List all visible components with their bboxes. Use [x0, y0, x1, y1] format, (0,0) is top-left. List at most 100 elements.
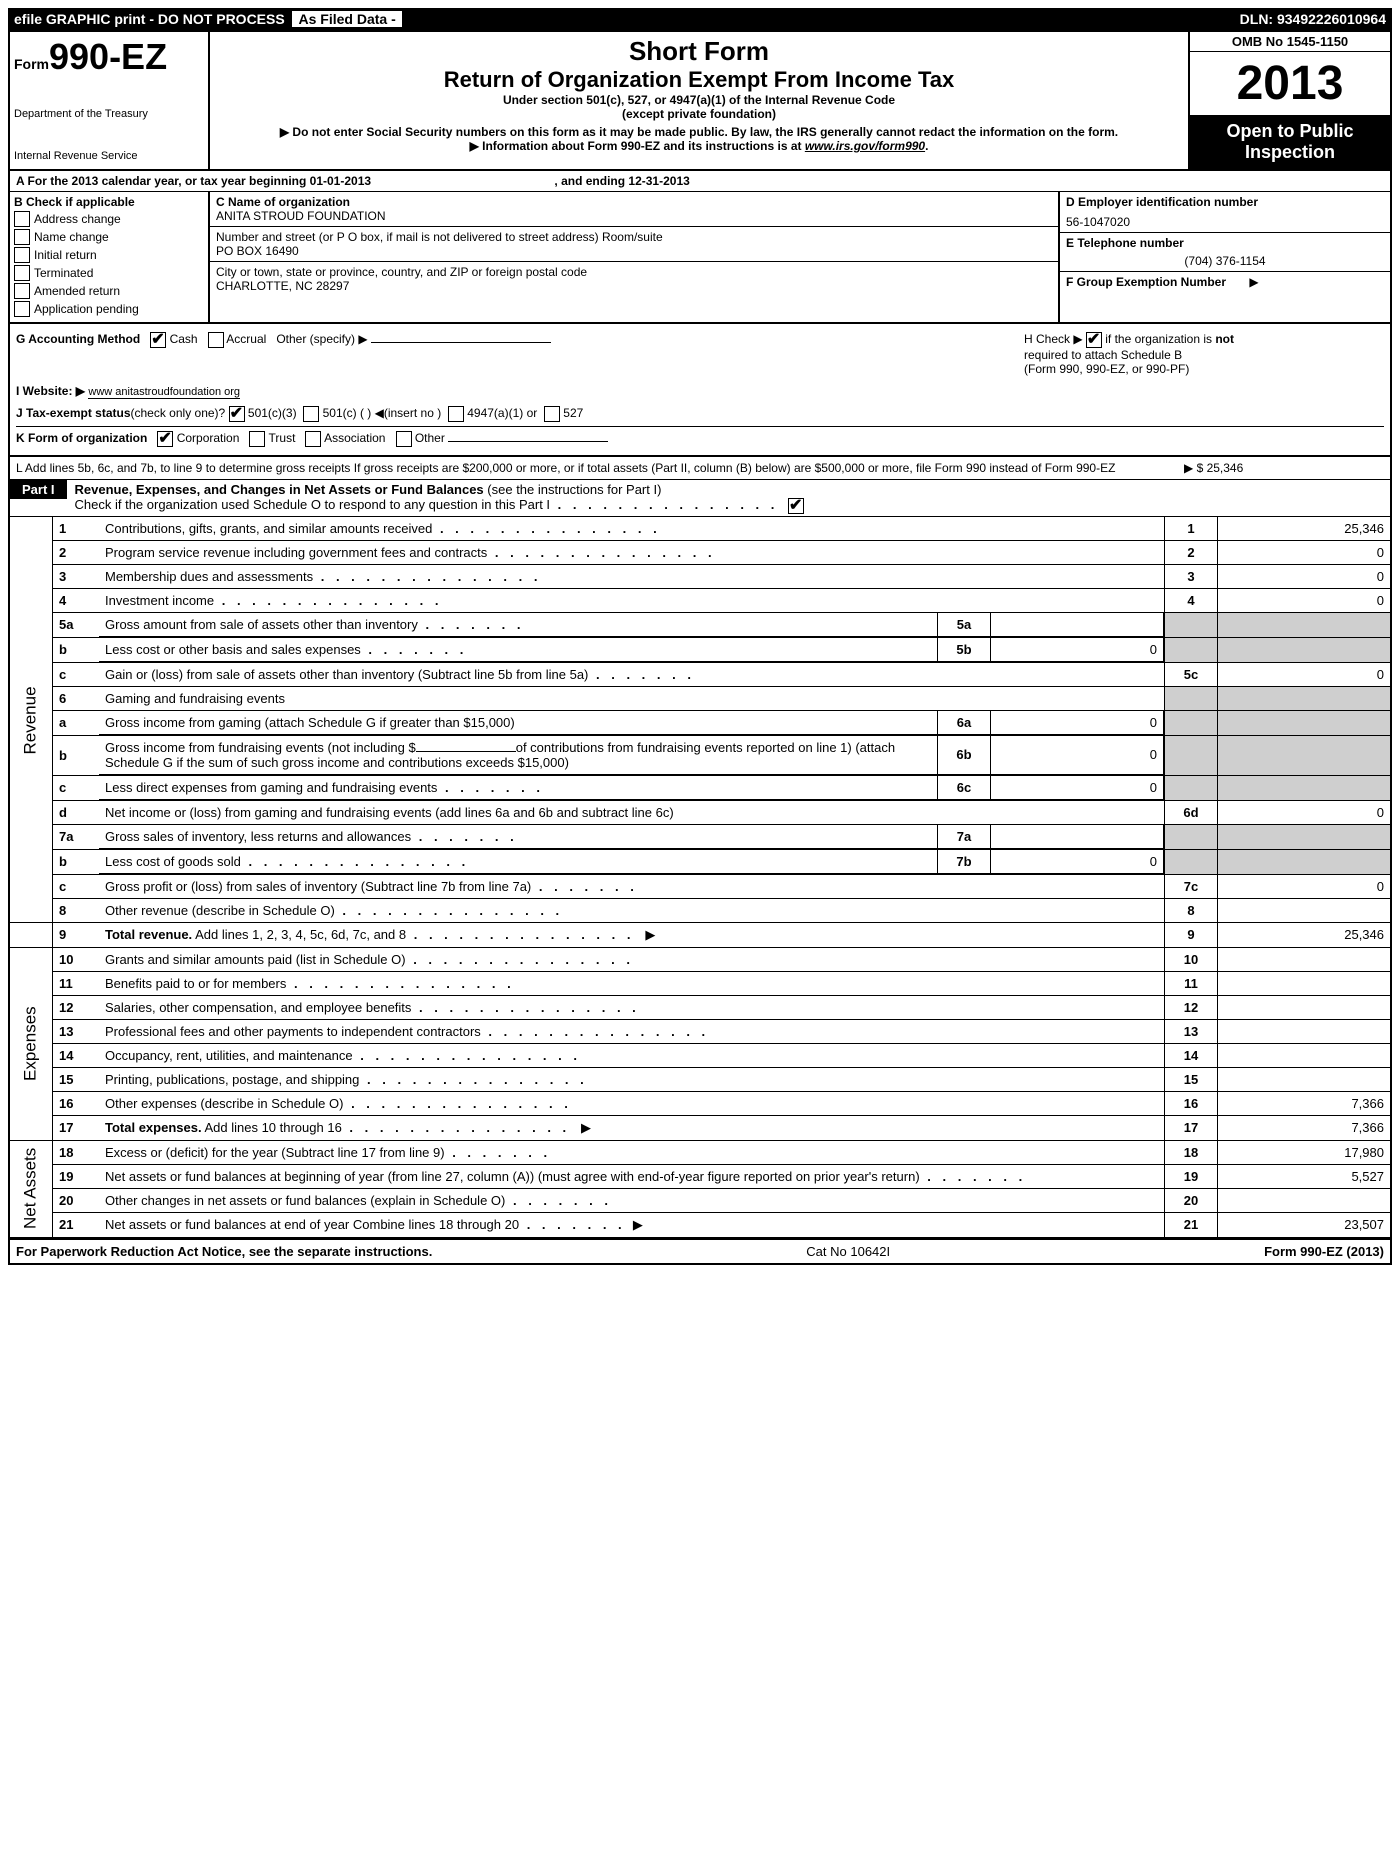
line-7c: Gross profit or (loss) from sales of inv…	[99, 874, 1165, 898]
bullet-ssn: ▶ Do not enter Social Security numbers o…	[214, 125, 1184, 139]
val-9: 25,346	[1218, 922, 1392, 947]
line-17b: Add lines 10 through 16	[202, 1120, 571, 1135]
cb-terminated[interactable]	[14, 265, 30, 281]
val-6a: 0	[991, 711, 1164, 735]
lbl-527: 527	[563, 406, 583, 420]
line-18: Excess or (deficit) for the year (Subtra…	[99, 1140, 1165, 1164]
line-15: Printing, publications, postage, and shi…	[99, 1067, 1165, 1091]
omb-no: OMB No 1545-1150	[1190, 32, 1390, 52]
cb-cash[interactable]	[150, 332, 166, 348]
line-19: Net assets or fund balances at beginning…	[99, 1164, 1165, 1188]
footer-left: For Paperwork Reduction Act Notice, see …	[16, 1244, 432, 1259]
year-end: , and ending 12-31-2013	[554, 174, 689, 188]
cb-527[interactable]	[544, 406, 560, 422]
cb-name-change[interactable]	[14, 229, 30, 245]
dept-treasury: Department of the Treasury	[14, 108, 204, 120]
website[interactable]: www anitastroudfoundation org	[88, 386, 240, 399]
addr-label: Number and street (or P O box, if mail i…	[216, 230, 1052, 244]
cb-pending[interactable]	[14, 301, 30, 317]
part1-title: Revenue, Expenses, and Changes in Net As…	[75, 482, 484, 497]
lbl-trust: Trust	[269, 431, 296, 445]
line-6d: Net income or (loss) from gaming and fun…	[99, 800, 1165, 824]
footer: For Paperwork Reduction Act Notice, see …	[8, 1238, 1392, 1265]
cb-address-change[interactable]	[14, 211, 30, 227]
cb-accrual[interactable]	[208, 332, 224, 348]
cb-501c[interactable]	[303, 406, 319, 422]
open-public-1: Open to Public	[1226, 121, 1353, 141]
line-4: Investment income	[99, 588, 1165, 612]
top-bar: efile GRAPHIC print - DO NOT PROCESS As …	[8, 8, 1392, 30]
cb-sched-o[interactable]	[788, 498, 804, 514]
val-16: 7,366	[1218, 1091, 1392, 1115]
e-label: E Telephone number	[1066, 236, 1384, 250]
part1-tag: Part I	[10, 480, 67, 499]
irs: Internal Revenue Service	[14, 150, 204, 162]
lbl-initial: Initial return	[34, 248, 97, 262]
f-label: F Group Exemption Number	[1066, 275, 1226, 289]
line-7a: Gross sales of inventory, less returns a…	[99, 825, 938, 849]
open-public-2: Inspection	[1245, 142, 1335, 162]
line-6a: Gross income from gaming (attach Schedul…	[99, 711, 938, 735]
cb-corp[interactable]	[157, 431, 173, 447]
cb-sched-b[interactable]	[1086, 332, 1102, 348]
line-11: Benefits paid to or for members	[99, 971, 1165, 995]
line-12: Salaries, other compensation, and employ…	[99, 995, 1165, 1019]
line-16: Other expenses (describe in Schedule O)	[99, 1091, 1165, 1115]
line-14: Occupancy, rent, utilities, and maintena…	[99, 1043, 1165, 1067]
val-1: 25,346	[1218, 517, 1392, 541]
footer-right: Form 990-EZ (2013)	[1264, 1244, 1384, 1259]
line-21: Net assets or fund balances at end of ye…	[105, 1217, 626, 1232]
middle-block: G Accounting Method Cash Accrual Other (…	[8, 324, 1392, 457]
lines-table: Revenue 1Contributions, gifts, grants, a…	[8, 517, 1392, 1238]
expenses-label: Expenses	[9, 947, 53, 1140]
line-2: Program service revenue including govern…	[99, 540, 1165, 564]
lbl-terminated: Terminated	[34, 266, 93, 280]
lbl-amended: Amended return	[34, 284, 120, 298]
line-10: Grants and similar amounts paid (list in…	[99, 947, 1165, 971]
tax-year: 2013	[1190, 52, 1390, 115]
line-5a: Gross amount from sale of assets other t…	[99, 613, 938, 637]
l-amt: ▶ $ 25,346	[1184, 461, 1384, 475]
revenue-label: Revenue	[9, 517, 53, 923]
lbl-assoc: Association	[324, 431, 385, 445]
lbl-4947: 4947(a)(1) or	[467, 406, 537, 420]
short-form-title: Short Form	[214, 36, 1184, 67]
h-text2: if the organization is	[1105, 332, 1212, 346]
c-label: C Name of organization	[216, 195, 1052, 209]
lbl-accrual: Accrual	[226, 332, 266, 346]
line-9a: Total revenue.	[105, 927, 192, 942]
cb-amended[interactable]	[14, 283, 30, 299]
val-6d: 0	[1218, 800, 1392, 824]
part1-sub2: Check if the organization used Schedule …	[75, 497, 779, 512]
footer-mid: Cat No 10642I	[806, 1244, 890, 1259]
h-text3: required to attach Schedule B	[1024, 348, 1182, 362]
cb-initial[interactable]	[14, 247, 30, 263]
d-label: D Employer identification number	[1066, 195, 1384, 209]
irs-link[interactable]: www.irs.gov/form990	[805, 139, 925, 153]
cb-501c3[interactable]	[229, 406, 245, 422]
as-filed: As Filed Data -	[292, 11, 401, 27]
line-20: Other changes in net assets or fund bala…	[99, 1188, 1165, 1212]
lbl-name-change: Name change	[34, 230, 109, 244]
part1-header: Part I Revenue, Expenses, and Changes in…	[8, 480, 1392, 517]
form-number: 990-EZ	[49, 36, 167, 77]
lbl-other-org: Other	[415, 431, 445, 445]
form-prefix: Form	[14, 56, 49, 72]
cb-trust[interactable]	[249, 431, 265, 447]
f-arrow: ▶	[1249, 275, 1258, 289]
val-2: 0	[1218, 540, 1392, 564]
line-l: L Add lines 5b, 6c, and 7b, to line 9 to…	[8, 457, 1392, 480]
val-19: 5,527	[1218, 1164, 1392, 1188]
i-label: I Website: ▶	[16, 384, 85, 398]
line-5b: Less cost or other basis and sales expen…	[99, 638, 938, 662]
line-3: Membership dues and assessments	[99, 564, 1165, 588]
cb-other-org[interactable]	[396, 431, 412, 447]
val-7b: 0	[991, 850, 1164, 874]
line-1: Contributions, gifts, grants, and simila…	[99, 517, 1165, 541]
val-7c: 0	[1218, 874, 1392, 898]
cb-4947[interactable]	[448, 406, 464, 422]
cb-assoc[interactable]	[305, 431, 321, 447]
val-18: 17,980	[1218, 1140, 1392, 1164]
line-17a: Total expenses.	[105, 1120, 202, 1135]
netassets-label: Net Assets	[9, 1140, 53, 1237]
